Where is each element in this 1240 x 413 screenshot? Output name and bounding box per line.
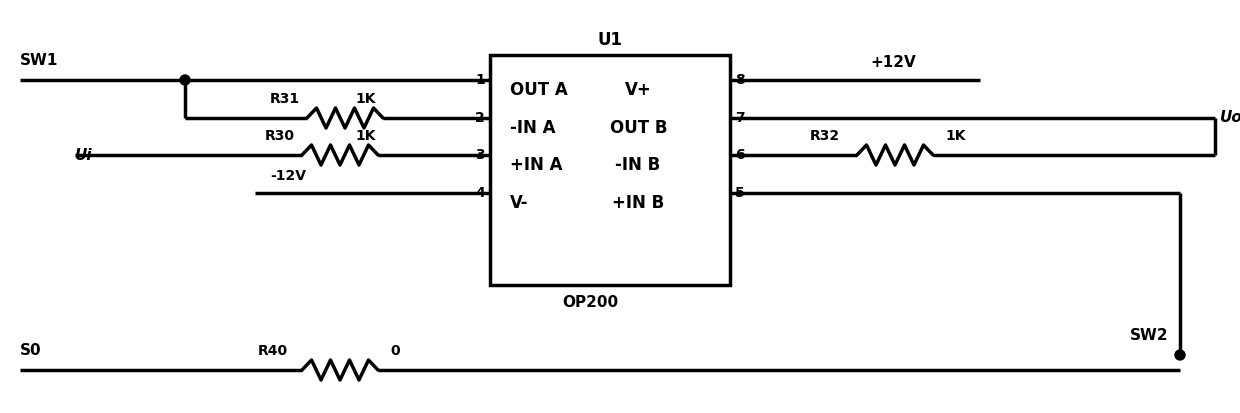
Text: 7: 7 xyxy=(735,111,745,125)
Circle shape xyxy=(1176,350,1185,360)
Text: -IN A: -IN A xyxy=(510,119,556,137)
Text: R32: R32 xyxy=(810,129,841,143)
Text: OUT A: OUT A xyxy=(510,81,568,99)
Text: +IN A: +IN A xyxy=(510,156,563,174)
Text: U1: U1 xyxy=(598,31,622,49)
Text: 0: 0 xyxy=(391,344,399,358)
Text: -12V: -12V xyxy=(270,169,306,183)
Text: SW1: SW1 xyxy=(20,53,58,68)
Text: OUT B: OUT B xyxy=(610,119,667,137)
Text: V-: V- xyxy=(510,194,528,212)
Text: 1K: 1K xyxy=(355,129,376,143)
Bar xyxy=(490,55,730,285)
Circle shape xyxy=(180,75,190,85)
Text: R31: R31 xyxy=(270,92,300,106)
Text: OP200: OP200 xyxy=(562,295,618,310)
Text: 4: 4 xyxy=(475,186,485,200)
Text: Ui: Ui xyxy=(74,147,93,162)
Text: Uo: Uo xyxy=(1220,111,1240,126)
Text: +12V: +12V xyxy=(870,55,916,70)
Text: R30: R30 xyxy=(265,129,295,143)
Text: 8: 8 xyxy=(735,73,745,87)
Text: V+: V+ xyxy=(625,81,652,99)
Text: 2: 2 xyxy=(475,111,485,125)
Text: +IN B: +IN B xyxy=(613,194,665,212)
Text: 1: 1 xyxy=(475,73,485,87)
Text: 3: 3 xyxy=(475,148,485,162)
Text: 6: 6 xyxy=(735,148,745,162)
Text: S0: S0 xyxy=(20,343,42,358)
Text: -IN B: -IN B xyxy=(615,156,660,174)
Text: 1K: 1K xyxy=(945,129,966,143)
Text: 1K: 1K xyxy=(355,92,376,106)
Text: R40: R40 xyxy=(258,344,288,358)
Text: 5: 5 xyxy=(735,186,745,200)
Text: SW2: SW2 xyxy=(1130,328,1168,343)
